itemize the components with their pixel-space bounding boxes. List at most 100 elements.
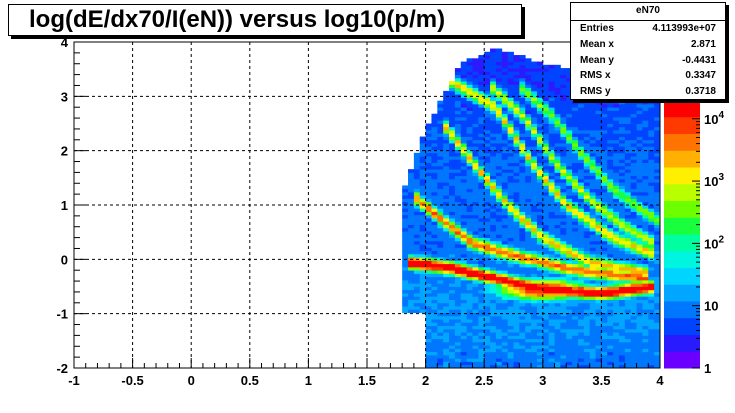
heatmap-cell bbox=[554, 133, 561, 137]
heatmap-cell bbox=[437, 234, 444, 238]
heatmap-cell bbox=[501, 64, 509, 69]
heatmap-cell bbox=[402, 296, 409, 300]
heatmap-cell bbox=[613, 302, 620, 307]
heatmap-cell bbox=[507, 159, 514, 164]
heatmap-cell bbox=[484, 260, 491, 265]
heatmap-cell bbox=[525, 276, 532, 281]
heatmap-cell bbox=[449, 214, 456, 219]
heatmap-cell bbox=[495, 237, 503, 242]
heatmap-cell bbox=[484, 130, 491, 134]
heatmap-cell bbox=[501, 240, 509, 245]
heatmap-cell bbox=[613, 364, 620, 369]
heatmap-cell bbox=[548, 286, 555, 291]
heatmap-cell bbox=[466, 231, 473, 235]
heatmap-cell bbox=[495, 247, 503, 252]
heatmap-cell bbox=[484, 169, 491, 173]
heatmap-cell bbox=[419, 260, 426, 265]
heatmap-cell bbox=[636, 113, 643, 118]
heatmap-cell bbox=[531, 113, 538, 118]
heatmap-cell bbox=[583, 279, 591, 284]
heatmap-cell bbox=[431, 165, 438, 170]
heatmap-cell bbox=[484, 306, 491, 310]
heatmap-cell bbox=[595, 273, 602, 278]
heatmap-cell bbox=[495, 58, 503, 62]
heatmap-cell bbox=[472, 64, 479, 69]
heatmap-cell bbox=[507, 156, 514, 160]
heatmap-cell bbox=[566, 182, 573, 186]
heatmap-cell bbox=[572, 244, 579, 248]
heatmap-cell bbox=[607, 123, 614, 128]
heatmap-cell bbox=[560, 205, 567, 209]
heatmap-cell bbox=[560, 113, 567, 118]
heatmap-cell bbox=[501, 120, 509, 124]
heatmap-cell bbox=[607, 185, 614, 190]
heatmap-cell bbox=[642, 175, 649, 180]
heatmap-cell bbox=[466, 205, 473, 209]
heatmap-cell bbox=[595, 149, 602, 154]
heatmap-cell bbox=[642, 273, 649, 278]
heatmap-cell bbox=[607, 113, 614, 118]
heatmap-cell bbox=[654, 263, 661, 268]
heatmap-cell bbox=[566, 250, 573, 255]
heatmap-cell bbox=[589, 351, 596, 356]
heatmap-cell bbox=[490, 90, 497, 95]
heatmap-cell bbox=[519, 113, 526, 118]
heatmap-cell bbox=[454, 126, 462, 131]
heatmap-cell bbox=[542, 133, 550, 137]
heatmap-cell bbox=[642, 182, 649, 186]
heatmap-cell bbox=[437, 244, 444, 248]
heatmap-cell bbox=[648, 234, 655, 238]
heatmap-cell bbox=[519, 338, 526, 343]
heatmap-cell bbox=[531, 178, 538, 183]
heatmap-cell bbox=[460, 279, 468, 284]
heatmap-cell bbox=[583, 319, 591, 323]
heatmap-cell bbox=[654, 149, 661, 154]
heatmap-cell bbox=[630, 198, 637, 203]
heatmap-cell bbox=[572, 191, 579, 196]
heatmap-cell bbox=[566, 328, 573, 333]
heatmap-cell bbox=[431, 159, 438, 164]
heatmap-cell bbox=[589, 120, 596, 124]
heatmap-cell bbox=[560, 315, 567, 320]
heatmap-cell bbox=[583, 270, 591, 274]
heatmap-cell bbox=[501, 74, 509, 79]
heatmap-cell bbox=[642, 162, 649, 167]
heatmap-cell bbox=[449, 250, 456, 255]
heatmap-cell bbox=[648, 351, 655, 356]
heatmap-cell bbox=[484, 123, 491, 128]
heatmap-cell bbox=[536, 253, 544, 258]
heatmap-cell bbox=[449, 253, 456, 258]
heatmap-cell bbox=[554, 211, 561, 216]
heatmap-cell bbox=[484, 227, 491, 232]
heatmap-cell bbox=[513, 152, 520, 157]
heatmap-cell bbox=[466, 322, 473, 327]
heatmap-cell bbox=[583, 126, 591, 131]
heatmap-cell bbox=[495, 84, 503, 89]
heatmap-cell bbox=[519, 332, 526, 336]
heatmap-cell bbox=[531, 273, 538, 278]
heatmap-cell bbox=[402, 306, 409, 310]
heatmap-cell bbox=[554, 289, 561, 294]
heatmap-cell bbox=[531, 214, 538, 219]
heatmap-cell bbox=[601, 325, 608, 330]
heatmap-cell bbox=[554, 266, 561, 271]
heatmap-cell bbox=[630, 152, 637, 157]
heatmap-cell bbox=[408, 224, 415, 229]
heatmap-cell bbox=[513, 195, 520, 199]
heatmap-cell bbox=[460, 195, 468, 199]
heatmap-cell bbox=[507, 97, 514, 102]
heatmap-cell bbox=[642, 293, 649, 297]
heatmap-cell bbox=[601, 159, 608, 164]
heatmap-cell bbox=[490, 299, 497, 304]
heatmap-cell bbox=[648, 211, 655, 216]
heatmap-cell bbox=[460, 341, 468, 346]
heatmap-cell bbox=[454, 84, 462, 89]
heatmap-cell bbox=[495, 214, 503, 219]
heatmap-cell bbox=[542, 152, 550, 157]
heatmap-cell bbox=[583, 358, 591, 362]
heatmap-cell bbox=[490, 335, 497, 340]
heatmap-cell bbox=[572, 195, 579, 199]
heatmap-cell bbox=[490, 234, 497, 238]
heatmap-cell bbox=[642, 328, 649, 333]
heatmap-cell bbox=[449, 185, 456, 190]
